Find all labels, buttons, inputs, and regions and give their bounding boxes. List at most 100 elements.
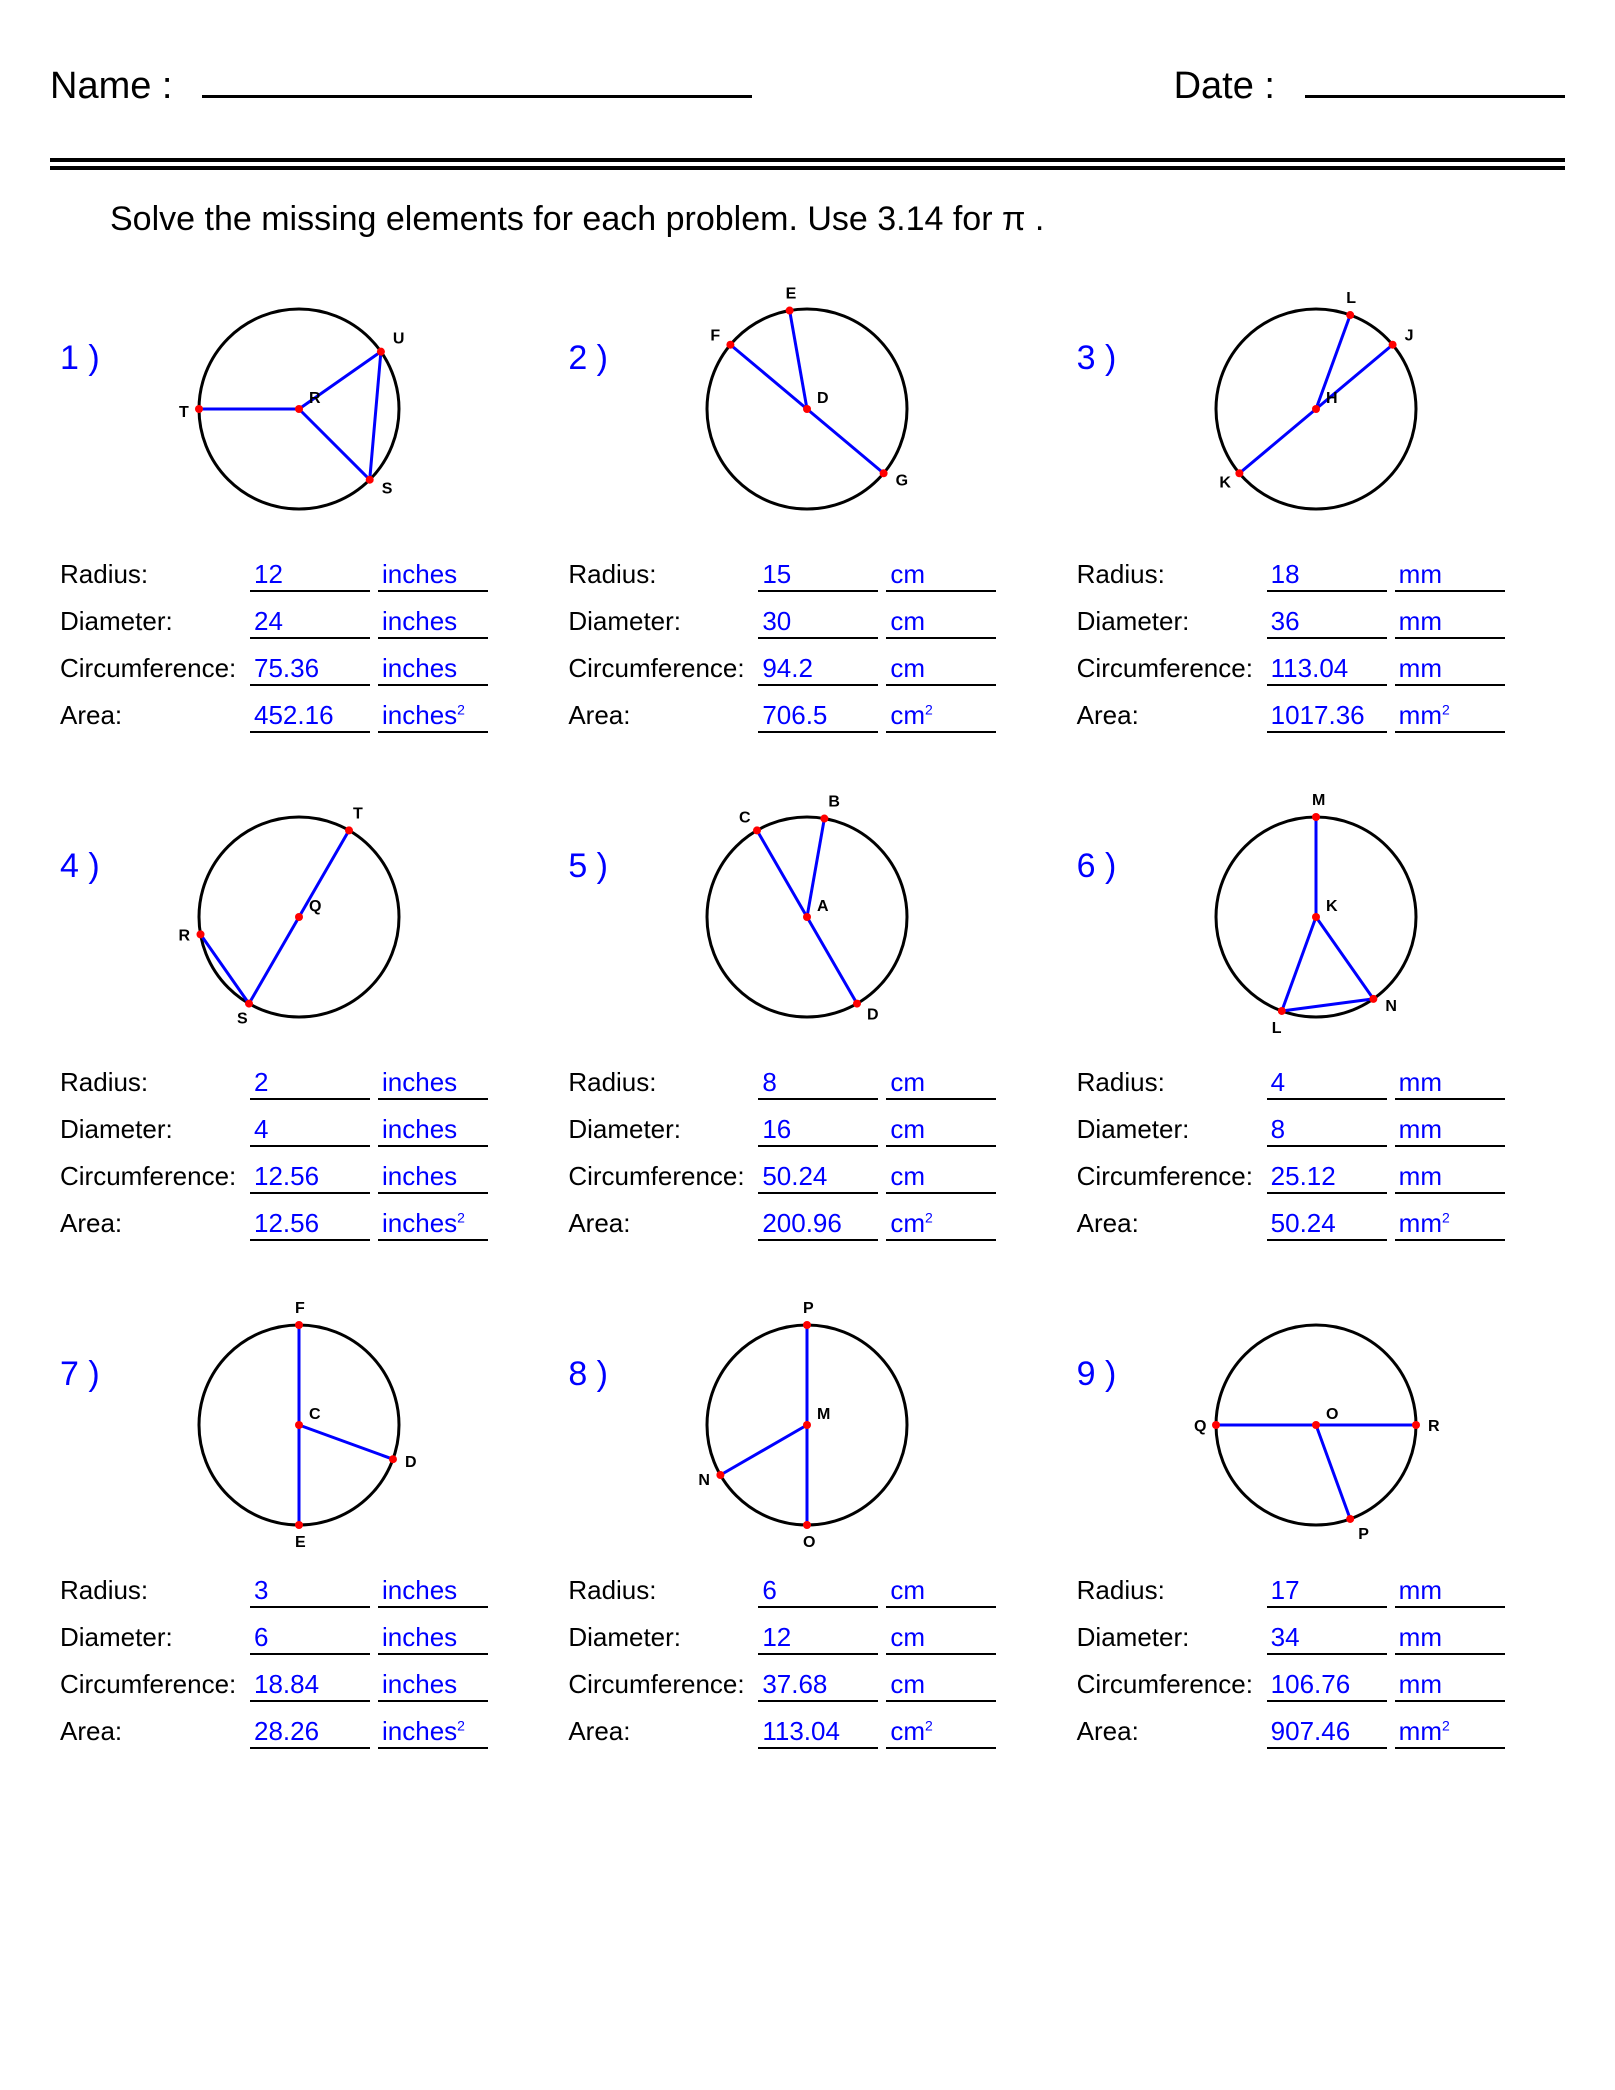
answer-label: Diameter: (1077, 1622, 1267, 1653)
answer-unit: mm (1395, 1161, 1505, 1194)
answer-unit: cm (886, 1067, 996, 1100)
answer-label: Circumference: (1077, 1161, 1267, 1192)
svg-text:M: M (817, 1406, 830, 1423)
answer-unit: cm (886, 1114, 996, 1147)
answer-row: Diameter:16cm (568, 1114, 1046, 1147)
answer-row: Circumference:113.04mm (1077, 653, 1555, 686)
answers-block: Radius:15cm Diameter:30cm Circumference:94… (568, 559, 1046, 733)
answer-value: 113.04 (1267, 653, 1387, 686)
answer-unit: mm2 (1395, 700, 1505, 733)
double-rule (50, 158, 1565, 170)
answer-row: Circumference:75.36inches (60, 653, 538, 686)
answer-unit: mm (1395, 653, 1505, 686)
answer-unit: mm2 (1395, 1208, 1505, 1241)
answer-unit: mm (1395, 1114, 1505, 1147)
answer-label: Circumference: (60, 1669, 250, 1700)
circle-diagram: RUST (60, 269, 538, 549)
answer-value: 12.56 (250, 1161, 370, 1194)
problem-number: 1 ) (60, 339, 100, 378)
problem-number: 8 ) (568, 1355, 608, 1394)
answer-unit: inches (378, 1161, 488, 1194)
answer-row: Radius:17mm (1077, 1575, 1555, 1608)
answer-value: 8 (1267, 1114, 1387, 1147)
instruction-text: Solve the missing elements for each prob… (110, 200, 1565, 239)
answer-label: Diameter: (1077, 606, 1267, 637)
answer-label: Area: (568, 1208, 758, 1239)
answer-row: Area:1017.36mm2 (1077, 700, 1555, 733)
answer-unit: mm (1395, 559, 1505, 592)
svg-text:S: S (382, 481, 393, 498)
answer-value: 3 (250, 1575, 370, 1608)
answers-block: Radius:4mmDiameter:8mmCircumference:25.1… (1077, 1067, 1555, 1241)
svg-text:G: G (896, 472, 908, 489)
svg-text:K: K (1326, 898, 1338, 915)
svg-text:R: R (1428, 1418, 1440, 1435)
answer-value: 37.68 (758, 1669, 878, 1702)
answer-value: 1017.36 (1267, 700, 1387, 733)
answer-label: Circumference: (60, 653, 250, 684)
problem-number: 3 ) (1077, 339, 1117, 378)
answer-label: Circumference: (60, 1161, 250, 1192)
circle-diagram: OQRP (1077, 1285, 1555, 1565)
answer-value: 4 (1267, 1067, 1387, 1100)
answer-unit: cm (886, 1622, 996, 1655)
answer-label: Diameter: (568, 1114, 758, 1145)
problem: 2 )DEFGRadius:15cmDiameter:30cmCircumfer… (568, 269, 1046, 757)
answer-label: Circumference: (568, 1161, 758, 1192)
answer-label: Radius: (568, 559, 758, 590)
svg-text:F: F (295, 1300, 305, 1317)
answer-row: Area:50.24mm2 (1077, 1208, 1555, 1241)
answer-label: Circumference: (1077, 1669, 1267, 1700)
answer-value: 25.12 (1267, 1161, 1387, 1194)
problem-number: 9 ) (1077, 1355, 1117, 1394)
name-blank[interactable] (202, 60, 752, 98)
date-blank[interactable] (1305, 60, 1565, 98)
svg-text:T: T (179, 404, 189, 421)
answers-block: Radius:2inchesDiameter:4inchesCircumfere… (60, 1067, 538, 1241)
answer-value: 200.96 (758, 1208, 878, 1241)
answer-label: Diameter: (568, 606, 758, 637)
answer-row: Radius:15cm (568, 559, 1046, 592)
answer-row: Radius:3inches (60, 1575, 538, 1608)
answer-unit: cm (886, 1575, 996, 1608)
answer-value: 15 (758, 559, 878, 592)
problem-number: 4 ) (60, 847, 100, 886)
answer-row: Circumference:25.12mm (1077, 1161, 1555, 1194)
answer-row: Diameter:34mm (1077, 1622, 1555, 1655)
circle-diagram: ABCD (568, 777, 1046, 1057)
svg-text:D: D (405, 1454, 417, 1471)
svg-text:J: J (1404, 328, 1413, 345)
answer-unit: inches (378, 1114, 488, 1147)
answer-row: Diameter:8mm (1077, 1114, 1555, 1147)
answer-row: Diameter:30cm (568, 606, 1046, 639)
answer-value: 75.36 (250, 653, 370, 686)
answer-unit: inches2 (378, 1716, 488, 1749)
answer-value: 2 (250, 1067, 370, 1100)
answer-label: Diameter: (60, 1114, 250, 1145)
answer-row: Diameter:12cm (568, 1622, 1046, 1655)
answer-row: Circumference:94.2cm (568, 653, 1046, 686)
svg-text:O: O (803, 1534, 815, 1551)
answer-label: Radius: (568, 1575, 758, 1606)
svg-text:D: D (867, 1007, 879, 1024)
answer-value: 16 (758, 1114, 878, 1147)
answer-unit: inches (378, 1575, 488, 1608)
answer-unit: inches (378, 606, 488, 639)
svg-text:M: M (1312, 792, 1325, 809)
answer-label: Radius: (60, 1067, 250, 1098)
problem: 1 )RUSTRadius:12inchesDiameter:24inchesC… (60, 269, 538, 757)
answer-row: Circumference:50.24cm (568, 1161, 1046, 1194)
answer-unit: cm2 (886, 700, 996, 733)
answer-unit: mm2 (1395, 1716, 1505, 1749)
problem-number: 7 ) (60, 1355, 100, 1394)
answer-value: 8 (758, 1067, 878, 1100)
answer-label: Circumference: (568, 653, 758, 684)
svg-text:K: K (1219, 474, 1231, 491)
answer-row: Diameter:24inches (60, 606, 538, 639)
answer-row: Radius:8cm (568, 1067, 1046, 1100)
answer-unit: cm (886, 1669, 996, 1702)
circle-diagram: CFED (60, 1285, 538, 1565)
answer-unit: cm (886, 1161, 996, 1194)
answer-unit: inches (378, 1669, 488, 1702)
answer-label: Diameter: (1077, 1114, 1267, 1145)
